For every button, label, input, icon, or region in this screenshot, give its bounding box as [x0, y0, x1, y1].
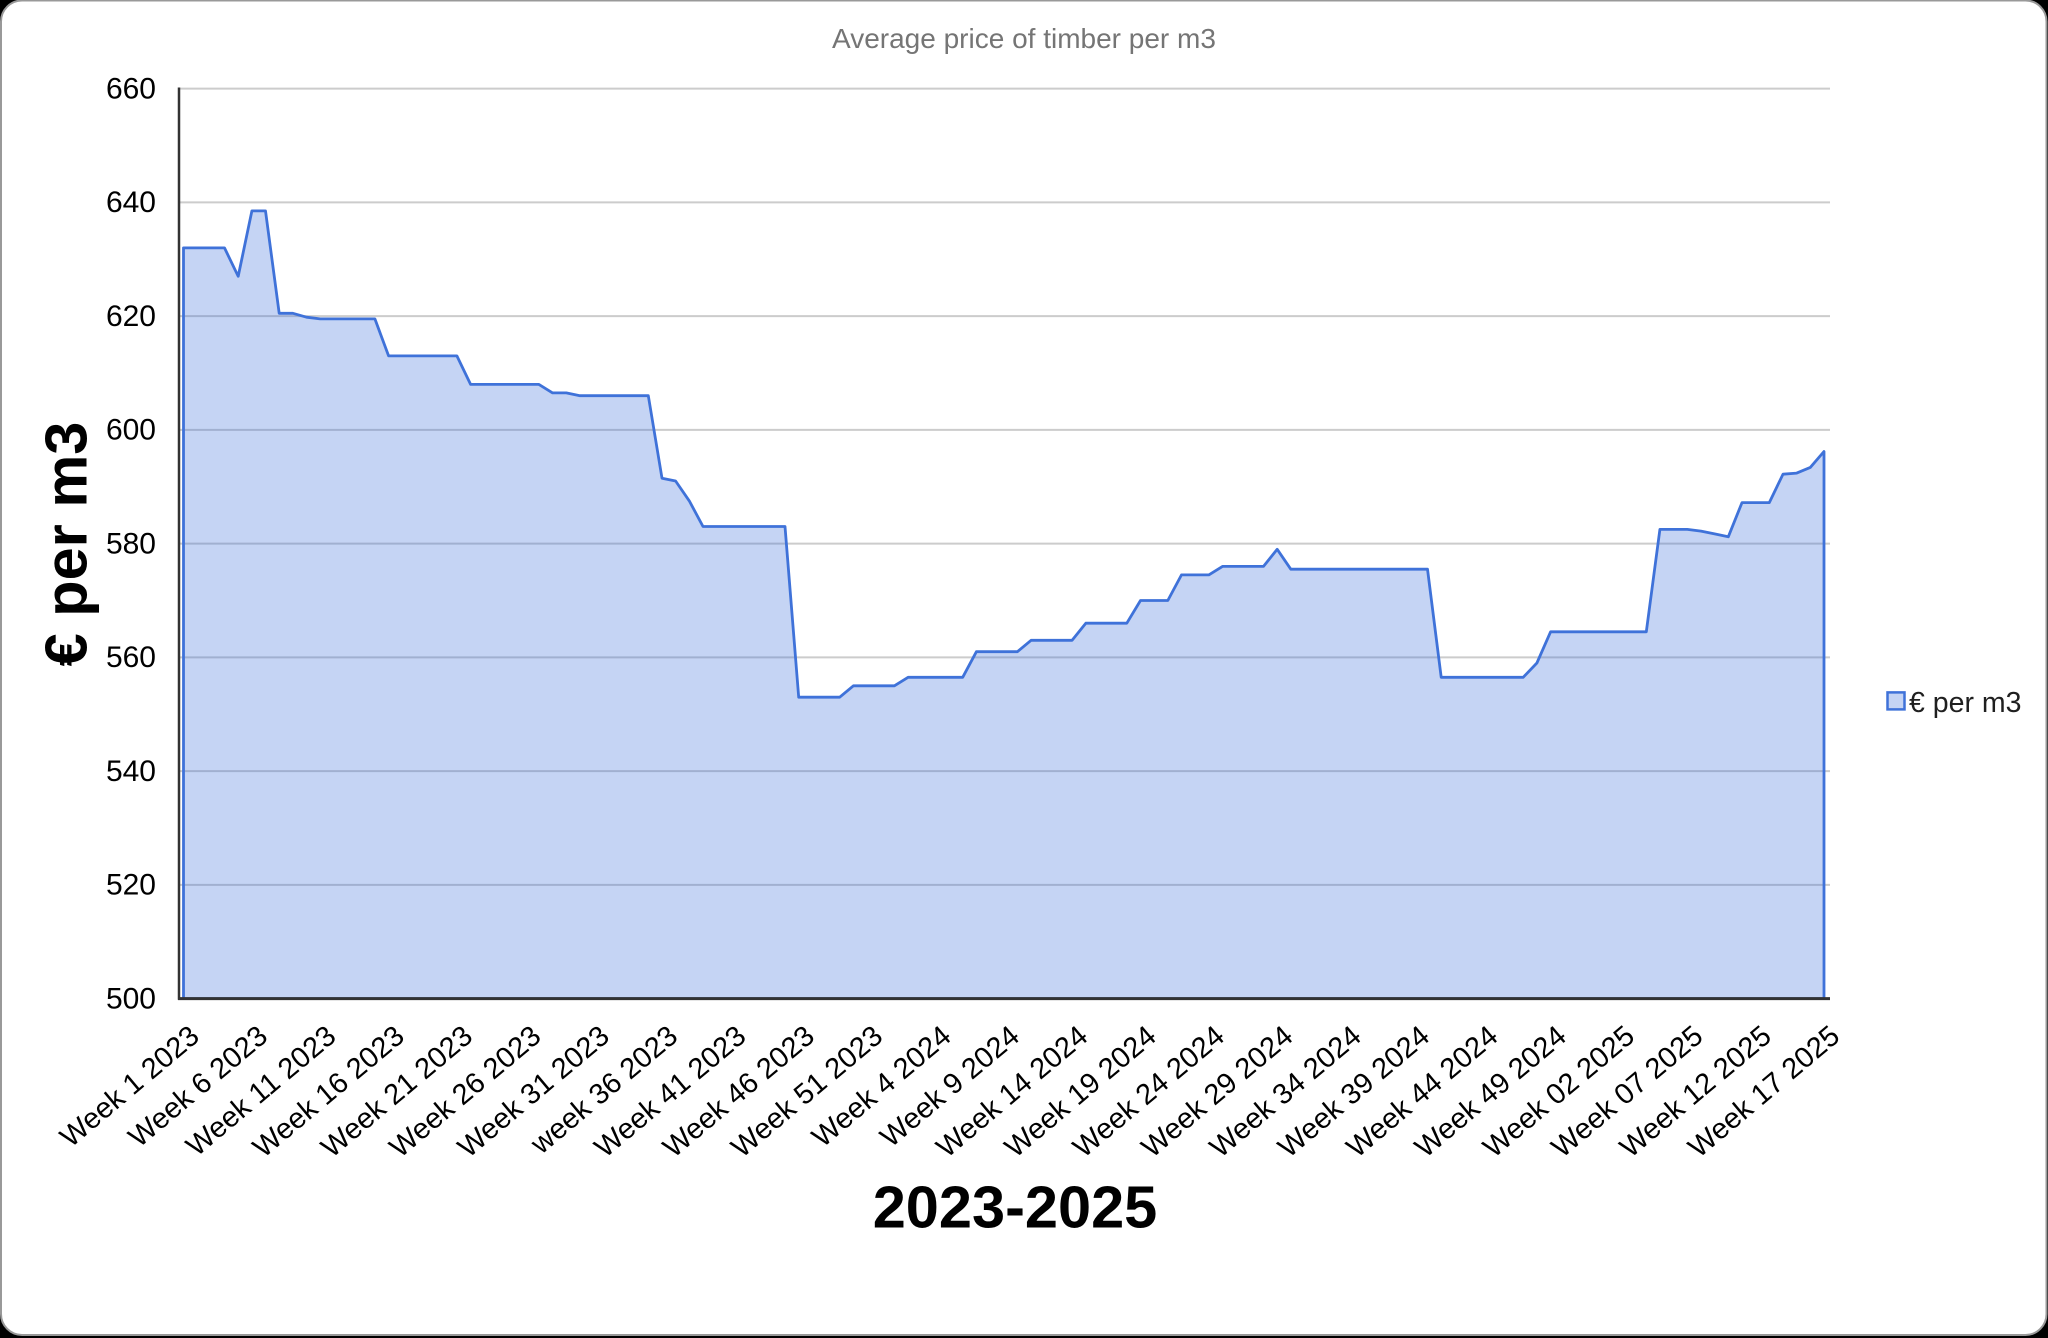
svg-text:2023-2025: 2023-2025 [873, 1174, 1158, 1241]
svg-text:600: 600 [106, 414, 156, 447]
svg-text:€ per m3: € per m3 [33, 422, 100, 667]
svg-text:Average price of timber per m3: Average price of timber per m3 [832, 23, 1216, 54]
svg-text:660: 660 [106, 72, 156, 105]
svg-text:520: 520 [106, 869, 156, 902]
svg-text:620: 620 [106, 300, 156, 333]
svg-text:580: 580 [106, 527, 156, 560]
svg-text:500: 500 [106, 982, 156, 1015]
svg-text:540: 540 [106, 755, 156, 788]
svg-text:640: 640 [106, 186, 156, 219]
svg-text:€ per m3: € per m3 [1909, 687, 2021, 719]
svg-text:560: 560 [106, 641, 156, 674]
